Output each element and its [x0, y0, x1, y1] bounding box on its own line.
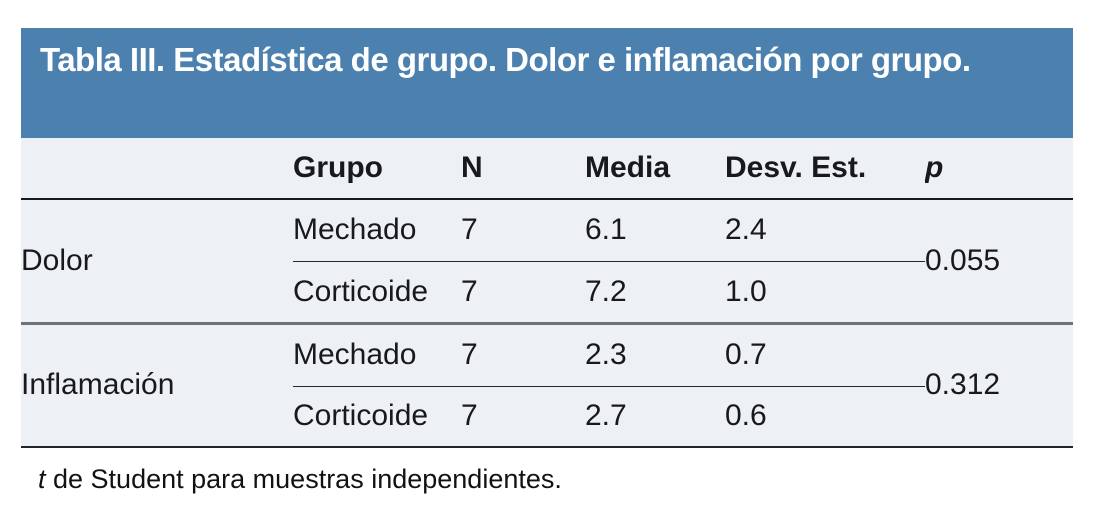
p-value-inflamacion: 0.312: [925, 323, 1073, 448]
table-title-bar: Tabla III. Estadística de grupo. Dolor e…: [21, 28, 1073, 138]
table-title: Tabla III. Estadística de grupo. Dolor e…: [40, 41, 971, 78]
cell-desv-est: 2.4: [725, 199, 925, 262]
cell-grupo: Corticoide: [293, 261, 461, 325]
cell-n: 7: [461, 386, 585, 448]
col-header-desv-est: Desv. Est.: [725, 138, 925, 200]
col-header-grupo: Grupo: [293, 138, 461, 200]
footnote-italic-t: t: [38, 464, 46, 494]
header-row: Grupo N Media Desv. Est. p: [21, 138, 1073, 200]
table-row-dolor-corticoide: Corticoide 7 7.2 1.0: [21, 261, 1073, 325]
cell-grupo: Mechado: [293, 199, 461, 262]
cell-desv-est: 0.6: [725, 386, 925, 448]
group-label-dolor: Dolor: [21, 199, 293, 325]
cell-n: 7: [461, 323, 585, 387]
cell-media: 2.3: [585, 323, 725, 387]
col-header-n: N: [461, 138, 585, 200]
cell-n: 7: [461, 261, 585, 325]
group-label-inflamacion: Inflamación: [21, 323, 293, 448]
statistics-table: Grupo N Media Desv. Est. p Dolor Mechado…: [21, 138, 1073, 448]
cell-media: 7.2: [585, 261, 725, 325]
cell-media: 6.1: [585, 199, 725, 262]
col-header-media: Media: [585, 138, 725, 200]
table-footnote: t de Student para muestras independiente…: [38, 463, 562, 495]
col-header-empty: [21, 138, 293, 200]
col-header-p: p: [925, 138, 1073, 200]
cell-desv-est: 1.0: [725, 261, 925, 325]
cell-grupo: Mechado: [293, 323, 461, 387]
footnote-text: de Student para muestras independientes.: [45, 464, 562, 494]
cell-grupo: Corticoide: [293, 386, 461, 448]
cell-media: 2.7: [585, 386, 725, 448]
p-value-dolor: 0.055: [925, 199, 1073, 325]
table-row-inflamacion-corticoide: Corticoide 7 2.7 0.6: [21, 386, 1073, 448]
table-row-inflamacion-mechado: Inflamación Mechado 7 2.3 0.7 0.312: [21, 323, 1073, 448]
cell-desv-est: 0.7: [725, 323, 925, 387]
cell-n: 7: [461, 199, 585, 262]
table-row-dolor-mechado: Dolor Mechado 7 6.1 2.4 0.055: [21, 199, 1073, 325]
